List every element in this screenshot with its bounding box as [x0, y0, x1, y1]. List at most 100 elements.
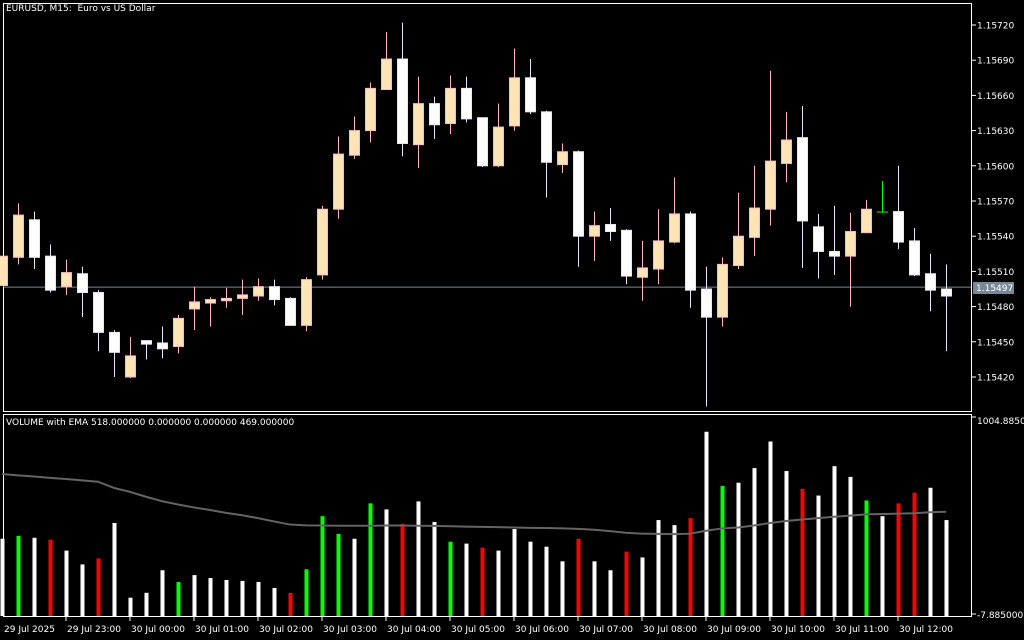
candle-body — [637, 267, 648, 278]
candle-body — [109, 331, 120, 353]
candle-body — [573, 151, 584, 237]
candle-body — [301, 279, 312, 326]
volume-bar — [224, 579, 229, 616]
volume-bar — [704, 431, 709, 616]
candle — [45, 244, 56, 293]
volume-bar — [592, 561, 597, 616]
chart-title: EURUSD, M15: Euro vs US Dollar — [6, 4, 156, 14]
candle — [493, 103, 504, 167]
candle-body — [829, 250, 840, 257]
chart-frames — [3, 3, 972, 617]
time-tick-label: 30 Jul 06:00 — [515, 625, 569, 635]
volume-bar — [880, 516, 885, 616]
candle — [301, 277, 312, 332]
volume-bar — [48, 539, 53, 616]
candle — [269, 279, 280, 306]
volume-bar — [416, 501, 421, 616]
time-tick-label: 30 Jul 09:00 — [707, 625, 761, 635]
candle-body — [397, 58, 408, 145]
volume-bar — [64, 550, 69, 616]
candle-body — [189, 301, 200, 310]
volume-bar — [528, 541, 533, 616]
candle-body — [93, 292, 104, 333]
candle-body — [701, 288, 712, 318]
candle — [605, 208, 616, 241]
price-tick-label: 1.15630 — [977, 127, 1014, 137]
candle — [861, 199, 872, 234]
candle — [0, 255, 8, 286]
volume-bar — [560, 561, 565, 616]
time-tick-label: 30 Jul 05:00 — [451, 625, 505, 635]
candle — [749, 165, 760, 257]
volume-bar — [640, 557, 645, 616]
candle-body — [925, 273, 936, 291]
candle — [541, 110, 552, 198]
candle-body — [605, 223, 616, 233]
candle — [925, 253, 936, 312]
candle — [477, 117, 488, 167]
candle — [13, 203, 24, 265]
candle — [717, 257, 728, 327]
candle-body — [13, 214, 24, 258]
volume-bar — [368, 503, 373, 616]
candle-body — [29, 219, 40, 258]
candle-body — [125, 355, 136, 378]
candle — [573, 150, 584, 267]
candle — [189, 286, 200, 331]
volume-bar — [848, 476, 853, 616]
candle-body — [365, 87, 376, 132]
candle-body — [733, 235, 744, 267]
candle-body — [749, 207, 760, 238]
candle — [813, 213, 824, 279]
volume-bar — [16, 535, 21, 616]
candle — [349, 116, 360, 159]
candle — [429, 96, 440, 139]
candle-body — [685, 213, 696, 291]
candle — [509, 48, 520, 131]
candle-body — [45, 255, 56, 291]
volume-bar — [832, 466, 837, 616]
candle-body — [157, 342, 168, 350]
candle — [125, 337, 136, 379]
price-axis[interactable]: 1.15720 1.15690 1.15660 1.15630 1.15600 1.155… — [972, 22, 1014, 384]
candle — [109, 330, 120, 377]
volume-bar — [672, 525, 677, 616]
candle — [589, 211, 600, 261]
volume-bar — [464, 543, 469, 616]
candle-body — [509, 77, 520, 127]
volume-bar — [176, 581, 181, 616]
volume-bar — [208, 578, 213, 616]
candle — [77, 266, 88, 318]
candle-body — [813, 226, 824, 252]
candles — [0, 22, 952, 407]
volume-bar — [352, 538, 357, 616]
candle-body — [221, 297, 232, 302]
candle-body — [893, 211, 904, 243]
time-tick-label: 30 Jul 07:00 — [579, 625, 633, 635]
volume-bar — [480, 547, 485, 616]
candle-body — [0, 255, 8, 286]
time-tick-label: 29 Jul 23:00 — [67, 625, 121, 635]
candle-body — [621, 229, 632, 277]
candle-body — [173, 317, 184, 347]
volume-bar — [736, 482, 741, 616]
volume-bar — [32, 537, 37, 616]
candle — [93, 290, 104, 352]
candle-body — [797, 137, 808, 222]
current-price-label: 1.15497 — [973, 282, 1014, 294]
volume-bar — [240, 580, 245, 616]
volume-bar — [288, 592, 293, 616]
price-tick-label: 1.15540 — [977, 233, 1014, 243]
price-tick-label: 1.15660 — [977, 92, 1014, 102]
candle — [413, 76, 424, 169]
candle-body — [525, 77, 536, 113]
candle — [829, 205, 840, 275]
candle — [317, 205, 328, 280]
candle — [205, 297, 216, 327]
volume-bar — [128, 597, 133, 616]
candle-body — [429, 103, 440, 126]
candle — [669, 177, 680, 244]
time-axis[interactable]: 29 Jul 2025 29 Jul 23:00 30 Jul 00:00 30 Ju… — [4, 617, 953, 635]
volume-bar — [544, 546, 549, 616]
